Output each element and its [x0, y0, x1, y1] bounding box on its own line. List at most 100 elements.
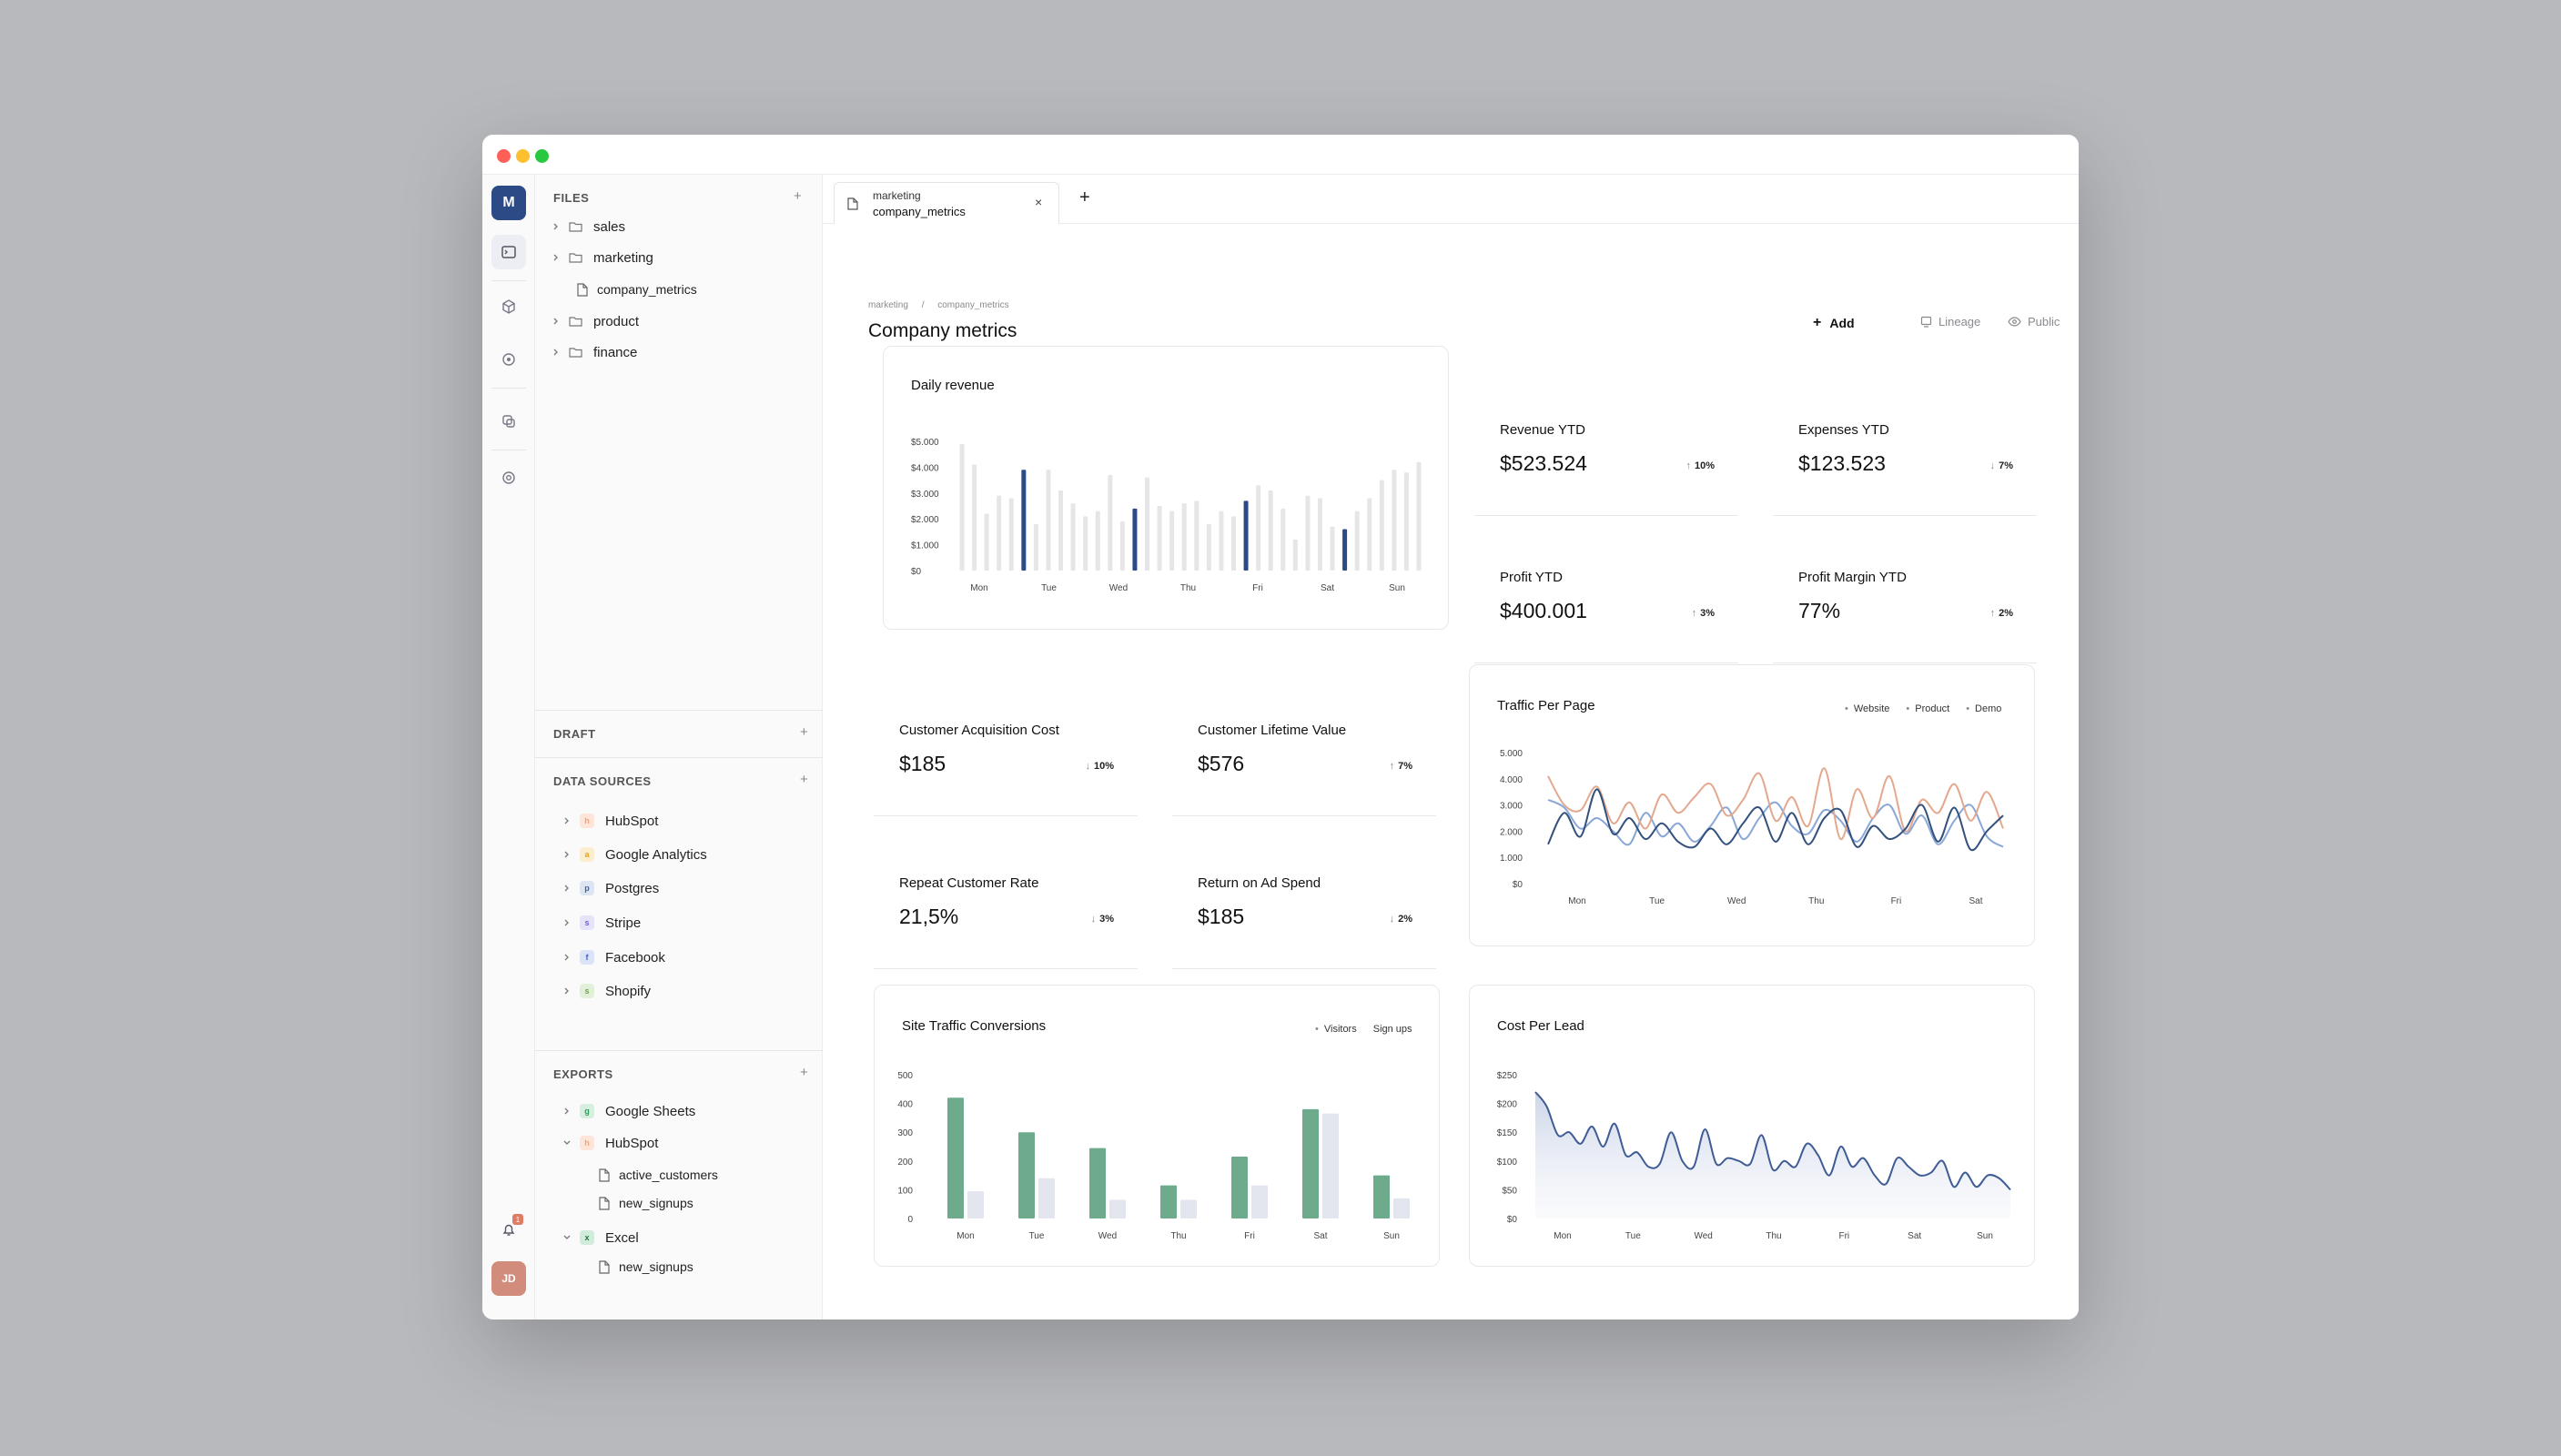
data-source-item[interactable]: a Google Analytics: [562, 843, 707, 866]
conversion-bar: [1393, 1198, 1410, 1218]
revenue-bar: [1317, 498, 1322, 571]
revenue-bar: [1070, 503, 1076, 571]
kpi-value: $400.001: [1500, 599, 1587, 622]
add-draft-button[interactable]: +: [800, 724, 808, 740]
y-tick-label: 0: [907, 1215, 913, 1225]
kpi-label: Repeat Customer Rate: [899, 875, 1039, 891]
folder-item[interactable]: finance: [552, 340, 637, 364]
traffic-series-line: [1547, 798, 2004, 848]
close-window-button[interactable]: [497, 149, 511, 163]
revenue-bar: [972, 464, 977, 571]
lineage-button[interactable]: Lineage: [1920, 315, 1980, 329]
legend-item[interactable]: • Product: [1906, 703, 1950, 714]
traffic-per-page-title: Traffic Per Page: [1497, 698, 1595, 713]
legend-item[interactable]: • Demo: [1966, 703, 2002, 714]
kpi-value: $123.523: [1798, 451, 1886, 475]
data-source-item[interactable]: s Stripe: [562, 911, 641, 935]
cost-per-lead-area: [1535, 1091, 2010, 1218]
export-logo-icon: g: [580, 1104, 594, 1118]
user-avatar[interactable]: JD: [491, 1261, 526, 1296]
data-source-item[interactable]: f Facebook: [562, 945, 665, 969]
data-source-logo-icon: p: [580, 881, 594, 895]
add-file-button[interactable]: +: [794, 188, 802, 204]
settings-icon[interactable]: [491, 460, 526, 495]
copy-icon[interactable]: [491, 404, 526, 439]
new-tab-button[interactable]: +: [1079, 187, 1090, 207]
y-tick-label: 100: [897, 1186, 913, 1196]
revenue-bar: [1021, 470, 1027, 571]
y-tick-label: 3.000: [1500, 802, 1523, 812]
x-tick-label: Wed: [1694, 1231, 1712, 1241]
notifications-bell-icon[interactable]: 1: [491, 1212, 526, 1247]
add-button[interactable]: + Add: [1813, 315, 1855, 330]
terminal-icon[interactable]: [491, 235, 526, 269]
x-tick-label: Sat: [1969, 896, 1982, 906]
export-file-item[interactable]: new_signups: [599, 1191, 693, 1215]
add-export-button[interactable]: +: [800, 1065, 808, 1080]
maximize-window-button[interactable]: [535, 149, 549, 163]
x-tick-label: Fri: [1252, 583, 1263, 593]
arrow-down-icon: ↓: [1085, 761, 1090, 772]
revenue-bar: [1403, 472, 1409, 571]
y-tick-label: 300: [897, 1128, 913, 1138]
data-source-label: Stripe: [605, 915, 642, 931]
kpi-label: Revenue YTD: [1500, 422, 1585, 438]
y-tick-label: 500: [897, 1071, 913, 1081]
data-source-item[interactable]: p Postgres: [562, 876, 659, 900]
legend-item[interactable]: Sign ups: [1372, 1024, 1412, 1035]
export-item[interactable]: x Excel: [562, 1226, 639, 1249]
revenue-bar: [1083, 516, 1088, 571]
legend-item[interactable]: • Visitors: [1315, 1024, 1357, 1035]
kpi-delta: ↑ 2%: [1989, 608, 2013, 619]
revenue-bar: [1280, 508, 1286, 571]
x-tick-label: Tue: [1649, 896, 1665, 906]
tree-item-label: company_metrics: [597, 282, 697, 297]
cost-per-lead-line: [1534, 1091, 2011, 1191]
kpi-card: Revenue YTD $523.524 ↑ 10%: [1474, 384, 1738, 516]
data-source-item[interactable]: h HubSpot: [562, 809, 658, 833]
arrow-down-icon: ↓: [1090, 914, 1097, 925]
x-tick-label: Sat: [1908, 1231, 1921, 1241]
export-logo-icon: x: [580, 1230, 594, 1245]
kpi-value: 77%: [1798, 599, 1841, 622]
tree-item-label: sales: [593, 218, 626, 235]
public-button[interactable]: Public: [2008, 315, 2060, 329]
minimize-window-button[interactable]: [516, 149, 530, 163]
folder-item[interactable]: product: [552, 309, 639, 333]
export-item[interactable]: h HubSpot: [562, 1131, 658, 1155]
data-source-item[interactable]: s Shopify: [562, 979, 651, 1003]
export-file-item[interactable]: active_customers: [599, 1163, 718, 1187]
kpi-value: $185: [1198, 905, 1245, 928]
close-tab-button[interactable]: ×: [1035, 195, 1043, 209]
revenue-bar: [1392, 470, 1397, 571]
export-file-item[interactable]: new_signups: [599, 1255, 693, 1279]
notification-count-badge: 1: [512, 1214, 523, 1225]
kpi-card: Customer Acquisition Cost $185 ↓ 10%: [874, 684, 1138, 816]
kpi-delta: ↓ 10%: [1085, 761, 1114, 772]
file-item[interactable]: company_metrics: [577, 278, 697, 301]
revenue-bar: [1008, 498, 1014, 571]
target-icon[interactable]: [491, 342, 526, 377]
revenue-bar: [1145, 477, 1150, 571]
export-item[interactable]: g Google Sheets: [562, 1099, 695, 1123]
arrow-up-icon: ↑: [1685, 460, 1691, 471]
arrow-up-icon: ↑: [1389, 761, 1395, 772]
y-tick-label: $0: [1513, 880, 1523, 890]
conversion-bar: [967, 1190, 984, 1218]
y-tick-label: 400: [897, 1100, 913, 1110]
cube-icon[interactable]: [491, 289, 526, 324]
folder-item[interactable]: sales: [552, 215, 625, 238]
tab-company-metrics[interactable]: marketing company_metrics ×: [834, 182, 1059, 224]
add-data-source-button[interactable]: +: [800, 772, 808, 787]
workspace-logo[interactable]: M: [491, 186, 526, 220]
revenue-bar: [1367, 498, 1372, 571]
breadcrumb-parent[interactable]: marketing: [868, 300, 908, 310]
tree-item-label: product: [593, 313, 640, 329]
folder-item[interactable]: marketing: [552, 246, 653, 269]
plus-icon: +: [1813, 315, 1822, 330]
x-tick-label: Thu: [1170, 1231, 1186, 1241]
daily-revenue-card: Daily revenue $5.000 $4.000 $3.000 $2.000 $1…: [883, 346, 1449, 630]
legend-item[interactable]: • Website: [1845, 703, 1890, 714]
x-tick-label: Tue: [1041, 583, 1057, 593]
kpi-delta: ↓ 2%: [1389, 914, 1412, 925]
